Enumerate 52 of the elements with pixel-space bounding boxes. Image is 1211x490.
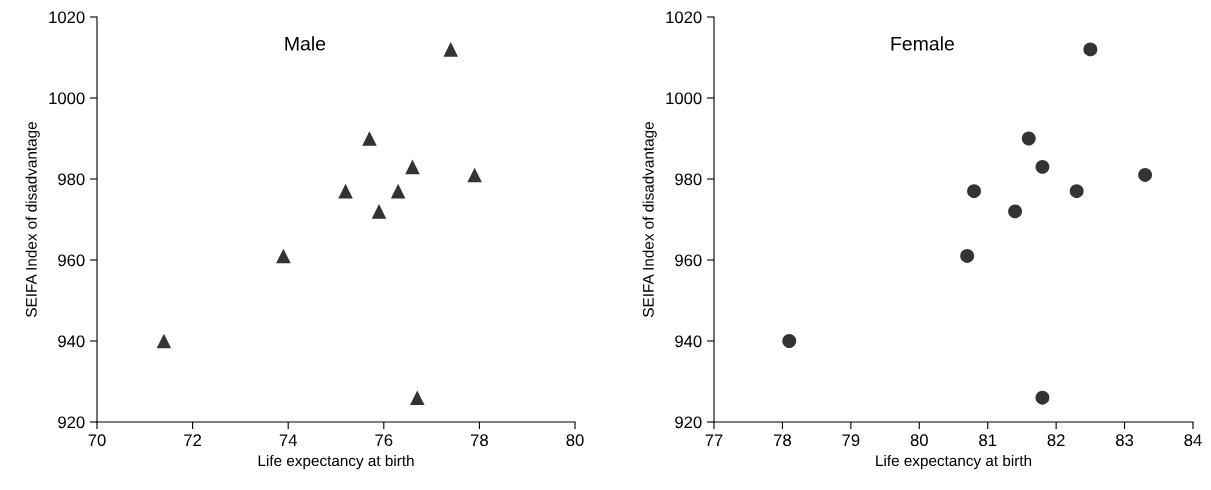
point (1021, 131, 1036, 146)
point (1035, 390, 1050, 405)
y-tick-label: 980 (58, 173, 85, 186)
point (443, 42, 458, 57)
point (156, 333, 172, 349)
y-tick-label: 920 (58, 416, 85, 429)
x-tick-label: 82 (1047, 434, 1065, 447)
text: Male (285, 36, 326, 51)
x-tick-label: 81 (979, 434, 997, 447)
x-tick-label: 80 (910, 434, 928, 447)
point (967, 184, 981, 199)
x-tick-label: 76 (375, 434, 393, 447)
point (1008, 204, 1023, 219)
x-tick-label: 83 (1116, 434, 1134, 447)
y-axis-title: SEIFA Index of disadvantage (25, 122, 40, 317)
x-tick-label: 77 (705, 434, 723, 446)
y-tick-label: 980 (675, 173, 702, 186)
y-axis-title: SEIFA Index of disadvantage (642, 122, 657, 317)
point (1138, 168, 1153, 182)
x-tick-label: 72 (184, 434, 202, 446)
point (782, 334, 797, 348)
point (1035, 159, 1050, 174)
y-tick-label: 940 (58, 335, 85, 348)
y-tick-label: 920 (675, 416, 702, 429)
point (338, 183, 353, 199)
y-tick-label: 960 (58, 254, 85, 267)
y-tick-label: 940 (675, 335, 702, 348)
y-tick-label: 1020 (49, 11, 85, 24)
point (1083, 42, 1098, 57)
point (390, 183, 406, 199)
y-tick-label: 1000 (49, 92, 85, 105)
x-tick-label: 70 (88, 434, 106, 447)
point (467, 167, 482, 183)
y-tick-label: 960 (675, 254, 702, 267)
y-tick-label: 1000 (666, 92, 702, 105)
y-tick-label: 1020 (666, 11, 702, 24)
x-tick-label: 84 (1184, 434, 1202, 447)
point (405, 159, 420, 175)
x-axis-title: Life expectancy at birth (876, 454, 1032, 470)
point (409, 390, 425, 405)
x-axis-title: Life expectancy at birth (258, 454, 414, 470)
point (276, 248, 291, 264)
point (371, 204, 387, 219)
point (1069, 184, 1084, 199)
point (362, 131, 377, 146)
x-tick-label: 78 (470, 434, 488, 447)
text: Female (891, 36, 954, 51)
x-tick-label: 74 (279, 434, 297, 446)
x-tick-label: 78 (774, 434, 791, 447)
x-tick-label: 80 (566, 434, 584, 447)
x-tick-label: 79 (842, 434, 860, 447)
point (960, 249, 975, 263)
